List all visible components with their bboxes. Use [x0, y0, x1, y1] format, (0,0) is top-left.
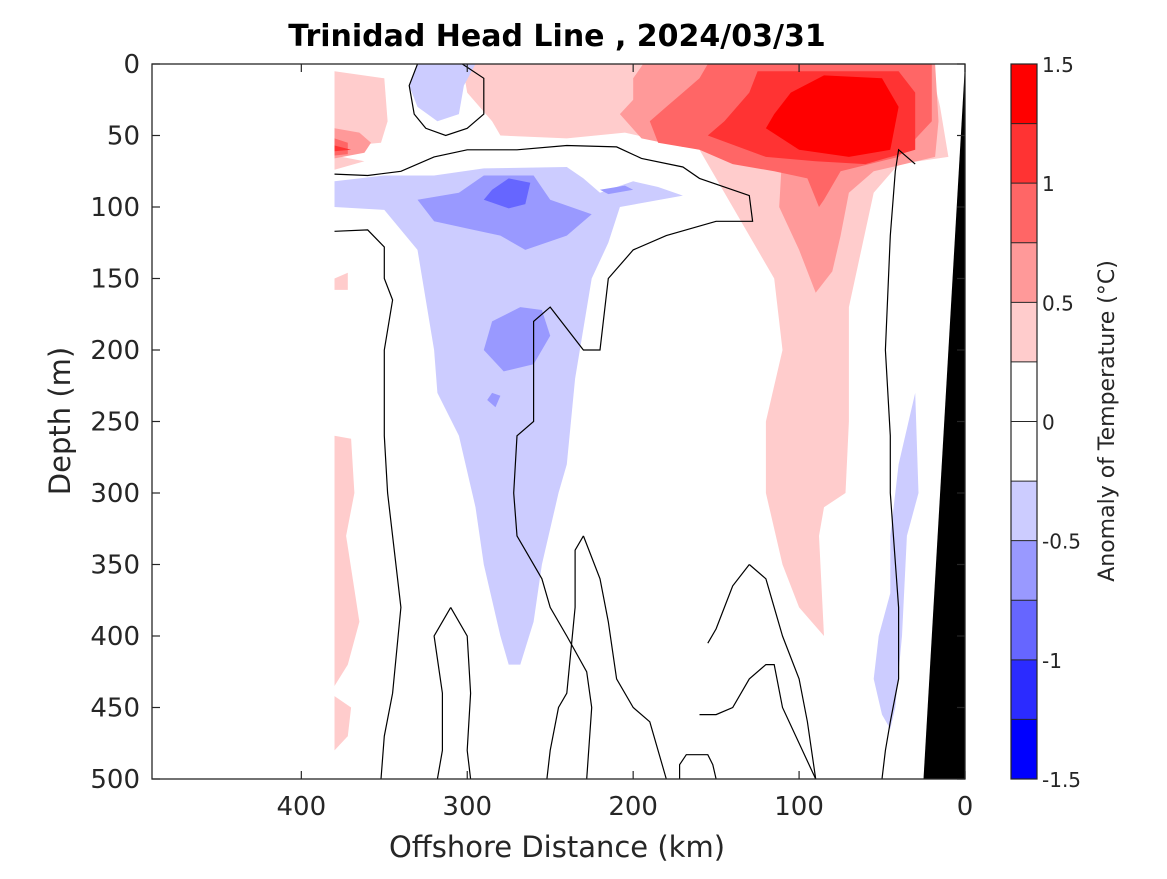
zero-contour-2 — [334, 229, 402, 779]
y-tick-label: 50 — [107, 122, 140, 152]
contour-fills — [334, 64, 949, 751]
colorbar-swatch — [1011, 183, 1037, 243]
y-tick-label: 350 — [90, 551, 140, 581]
anomaly-region-0 — [334, 71, 388, 147]
anomaly-region-11 — [334, 138, 348, 156]
colorbar-swatch — [1011, 659, 1037, 720]
bathymetry-seafloor — [923, 64, 965, 779]
zero-contour-1 — [334, 144, 754, 779]
y-tick-label: 0 — [123, 50, 140, 80]
colorbar-tick-label: 1 — [1042, 172, 1055, 196]
colorbar-tick-label: -1.5 — [1042, 768, 1081, 792]
zero-contour-6 — [582, 535, 667, 779]
x-axis-label: Offshore Distance (km) — [389, 830, 725, 864]
anomaly-region-13 — [409, 64, 476, 122]
anomaly-region-2 — [334, 272, 348, 290]
anomaly-region-3 — [334, 435, 360, 686]
zero-contours — [334, 64, 936, 779]
anomaly-region-14 — [334, 167, 683, 665]
y-tick-label: 150 — [90, 265, 140, 295]
colorbar-label: Anomaly of Temperature (°C) — [1095, 260, 1120, 582]
anomaly-region-20 — [483, 178, 531, 209]
colorbar-swatch — [1011, 481, 1037, 541]
colorbar-tick-label: -1 — [1042, 649, 1062, 673]
colorbar-tick-label: 0 — [1042, 411, 1055, 435]
zero-contour-3 — [433, 607, 452, 779]
colorbar-swatch — [1011, 123, 1037, 184]
y-tick-label: 300 — [90, 479, 140, 509]
zero-contour-8 — [707, 564, 750, 644]
anomaly-region-9 — [765, 75, 899, 157]
x-tick-label: 200 — [608, 792, 658, 822]
colorbar-swatch — [1011, 242, 1037, 303]
colorbar-swatch — [1011, 600, 1037, 660]
chart-title: Trinidad Head Line , 2024/03/31 — [288, 19, 825, 54]
colorbar-swatch — [1011, 540, 1037, 601]
colorbar-tick-label: -0.5 — [1042, 530, 1081, 554]
colorbar-tick-label: 1.5 — [1042, 53, 1074, 77]
y-tick-label: 500 — [90, 765, 140, 795]
anomaly-region-15 — [873, 392, 919, 729]
anomaly-region-18 — [600, 185, 634, 195]
y-axis-label: Depth (m) — [43, 347, 77, 495]
zero-contour-11 — [881, 148, 916, 779]
zero-contour-0 — [408, 64, 485, 137]
zero-contour-4 — [450, 607, 472, 779]
colorbar-swatch — [1011, 421, 1037, 482]
y-tick-label: 100 — [90, 193, 140, 223]
colorbar-swatch — [1011, 64, 1037, 124]
colorbar-tick-label: 0.5 — [1042, 291, 1074, 315]
anomaly-region-19 — [487, 392, 501, 408]
y-tick-label: 400 — [90, 622, 140, 652]
zero-contour-5 — [546, 535, 584, 779]
y-tick-label: 200 — [90, 336, 140, 366]
zero-contour-9 — [699, 663, 817, 779]
zero-contour-10 — [678, 754, 717, 779]
anomaly-region-16 — [417, 175, 592, 250]
colorbar-swatch — [1011, 361, 1037, 422]
colorbar-swatch — [1011, 302, 1037, 362]
x-tick-label: 100 — [774, 792, 824, 822]
x-tick-label: 0 — [957, 792, 974, 822]
anomaly-region-1 — [334, 155, 365, 170]
colorbar-swatch — [1011, 719, 1037, 779]
y-tick-label: 250 — [90, 408, 140, 438]
x-tick-label: 300 — [442, 792, 492, 822]
x-tick-label: 400 — [277, 792, 327, 822]
anomaly-region-4 — [334, 696, 352, 751]
anomaly-region-12 — [334, 145, 352, 152]
zero-contour-7 — [748, 564, 817, 779]
y-tick-label: 450 — [90, 694, 140, 724]
